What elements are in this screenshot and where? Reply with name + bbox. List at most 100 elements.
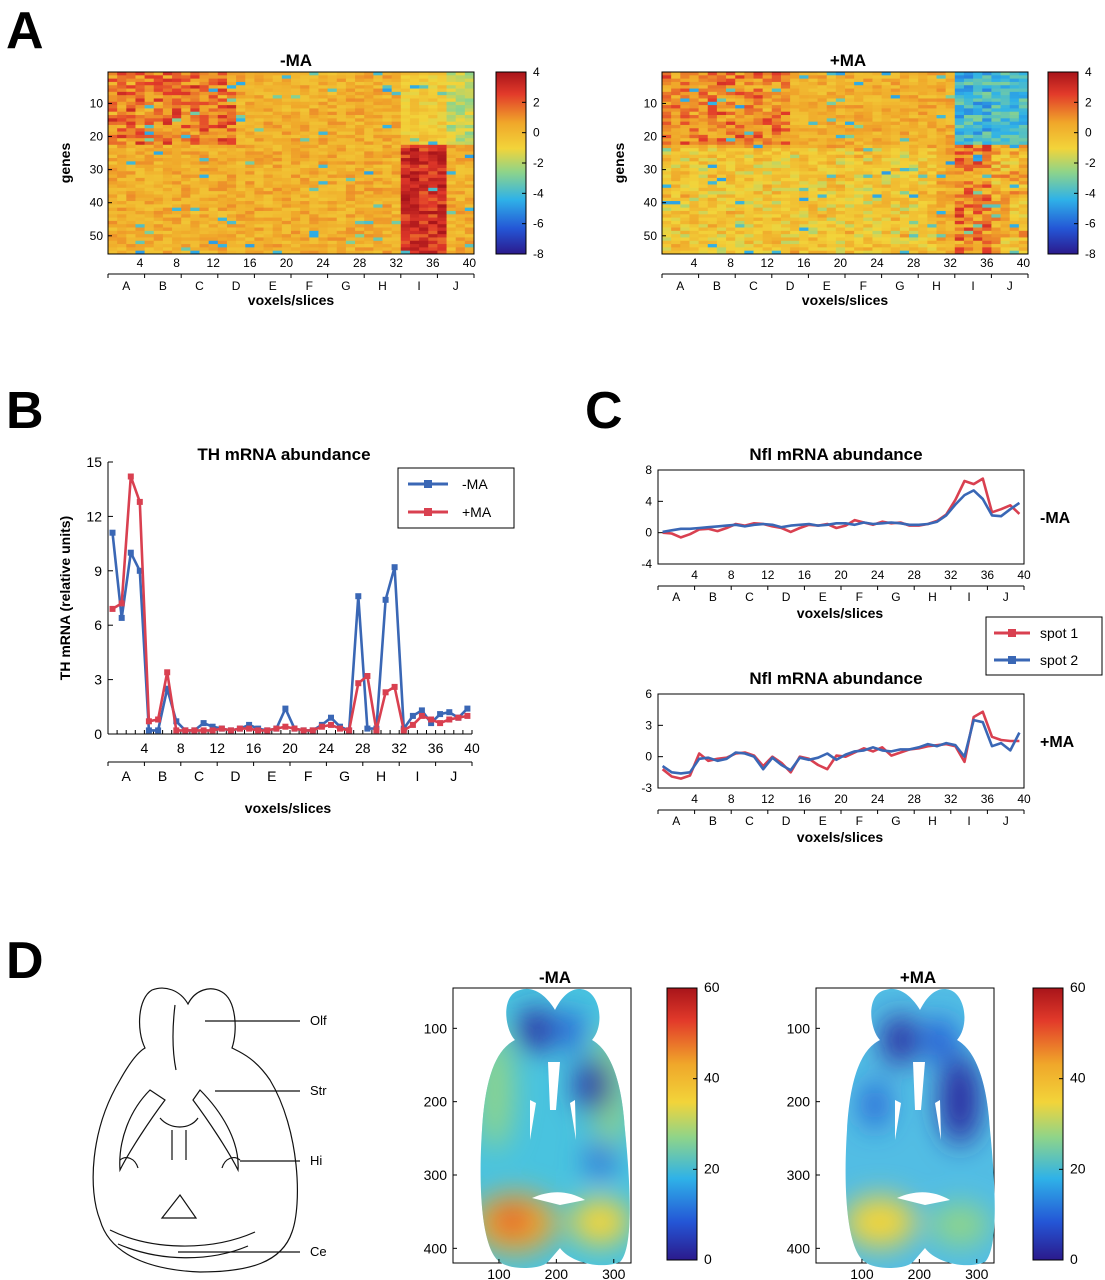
heatmap-cell (881, 220, 892, 225)
heatmap-cell (446, 177, 457, 182)
heatmap-cell (854, 91, 864, 96)
heatmap-cell (135, 81, 145, 86)
heatmap-cell (281, 91, 292, 96)
heatmap-cell (355, 131, 365, 136)
heatmap-cell (707, 75, 718, 80)
heatmap-cell (680, 105, 690, 109)
heatmap-cell (455, 201, 466, 205)
heatmap-cell (364, 230, 374, 235)
heatmap-cell (991, 214, 1001, 218)
heatmap-cell (309, 138, 319, 142)
heatmap-cell (799, 121, 809, 126)
heatmap-cell (698, 158, 709, 162)
heatmap-cell (300, 247, 310, 252)
heatmap-cell (300, 234, 310, 238)
heatmap-cell (698, 85, 709, 89)
heatmap-cell (281, 244, 292, 248)
heatmap-cell (208, 98, 219, 103)
y-tick-label: 4 (645, 494, 652, 508)
heatmap-cell (982, 217, 992, 222)
heatmap-cell (300, 197, 310, 202)
heatmap-cell (735, 250, 745, 255)
heatmap-cell (991, 108, 1001, 113)
heatmap-cell (662, 81, 672, 86)
heatmap-cell (899, 247, 910, 252)
heatmap-cell (181, 91, 191, 96)
heatmap-cell (446, 227, 457, 232)
heatmap-cell (991, 131, 1001, 136)
heatmap-cell (716, 101, 727, 106)
heatmap-cell (153, 101, 164, 106)
heatmap-a-plus-xlabel: voxels/slices (802, 292, 889, 308)
heatmap-cell (382, 141, 393, 146)
heatmap-cell (671, 158, 681, 162)
heatmap-cell (808, 220, 818, 225)
heatmap-cell (1000, 88, 1011, 93)
heatmap-cell (199, 108, 210, 113)
heatmap-cell (291, 181, 301, 185)
heatmap-cell (419, 171, 429, 175)
heatmap-cell (355, 234, 365, 238)
heatmap-cell (226, 91, 237, 96)
heatmap-cell (437, 234, 447, 238)
heatmap-cell (226, 214, 237, 218)
heatmap-cell (762, 131, 773, 136)
heatmap-cell (464, 161, 475, 166)
heatmap-cell (162, 214, 173, 218)
heatmap-cell (790, 144, 800, 149)
heatmap-cell (464, 88, 475, 93)
data-point (346, 727, 353, 734)
heatmap-cell (890, 191, 901, 195)
heatmap-cell (409, 224, 420, 228)
heatmap-cell (208, 121, 219, 126)
data-point (155, 727, 162, 734)
heatmap-cell (300, 240, 310, 245)
heatmap-cell (817, 115, 828, 119)
heatmap-cell (899, 128, 910, 132)
heatmap-cell (963, 88, 974, 93)
heatmap-cell (744, 197, 754, 202)
heatmap-cell (872, 194, 882, 199)
heatmap-cell (817, 128, 828, 132)
heatmap-cell (771, 91, 782, 96)
heatmap-cell (318, 194, 328, 199)
heatmap-cell (236, 121, 246, 126)
heatmap-cell (300, 128, 310, 132)
heatmap-cell (918, 85, 928, 89)
heatmap-cell (309, 148, 319, 152)
heatmap-cell (263, 75, 274, 80)
atlas-label-olf: Olf (310, 1013, 327, 1028)
heatmap-cell (735, 234, 745, 238)
heatmap-cell (982, 210, 992, 215)
heatmap-cell (153, 88, 164, 93)
heatmap-cell (927, 171, 937, 175)
heatmap-cell (890, 78, 901, 83)
heatmap-cell (400, 105, 411, 109)
heatmap-cell (254, 141, 264, 146)
heatmap-cell (162, 234, 173, 238)
heatmap-cell (172, 85, 182, 89)
heatmap-cell (1009, 144, 1020, 149)
heatmap-cell (881, 240, 892, 245)
heatmap-cell (1000, 224, 1011, 228)
heatmap-cell (835, 98, 846, 103)
heatmap-cell (991, 101, 1001, 106)
heatmap-cell (162, 204, 173, 209)
heatmap-cell (698, 171, 709, 175)
heatmap-cell (680, 108, 690, 113)
heatmap-cell (336, 115, 347, 119)
heatmap-cell (1009, 154, 1020, 159)
heatmap-cell (826, 201, 837, 205)
heatmap-cell (973, 177, 983, 182)
heatmap-cell (263, 167, 274, 172)
heatmap-cell (863, 128, 873, 132)
heatmap-cell (419, 101, 429, 106)
heatmap-cell (172, 207, 182, 212)
heatmap-cell (144, 158, 155, 162)
heatmap-cell (263, 105, 274, 109)
heatmap-cell (144, 148, 155, 152)
heatmap-cell (327, 167, 338, 172)
heatmap-cell (291, 194, 301, 199)
heatmap-cell (963, 187, 974, 192)
heatmap-cell (263, 240, 274, 245)
